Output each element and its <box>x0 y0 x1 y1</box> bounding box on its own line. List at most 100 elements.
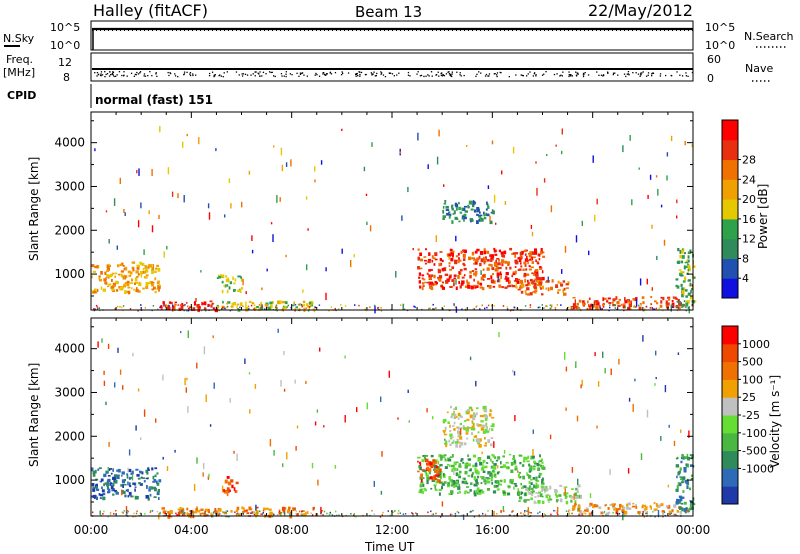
velocity-colorbar-tick-label: -25 <box>742 409 760 422</box>
velocity-cell <box>222 511 226 514</box>
power-cell <box>433 274 436 279</box>
velocity-cell <box>451 483 454 486</box>
velocity-cell <box>156 510 159 513</box>
velocity-cell <box>535 492 539 494</box>
nave-dot <box>440 74 442 76</box>
nave-dot <box>365 73 367 76</box>
power-cell <box>684 265 688 268</box>
velocity-cell <box>280 514 282 516</box>
velocity-cell <box>517 488 520 492</box>
nave-dot <box>303 74 305 76</box>
power-cell <box>428 252 431 256</box>
power-cell <box>463 264 466 267</box>
nave-dot <box>526 75 528 77</box>
velocity-cell <box>124 479 126 482</box>
velocity-cell <box>555 500 558 503</box>
power-cell <box>679 250 682 254</box>
power-cell <box>678 269 682 271</box>
power-cell <box>152 305 155 307</box>
nave-dot <box>460 75 462 77</box>
power-cell <box>524 262 527 267</box>
nave-dot <box>104 76 106 78</box>
power-cell <box>442 308 444 310</box>
power-cell <box>475 258 479 262</box>
nave-dot <box>322 73 324 75</box>
nave-dot <box>189 74 192 77</box>
velocity-cell <box>442 484 445 486</box>
velocity-cell <box>353 514 355 516</box>
velocity-cell <box>531 491 534 494</box>
nave-dot <box>329 71 332 73</box>
power-cell <box>380 307 382 309</box>
power-cell <box>654 300 657 303</box>
power-cell <box>119 177 121 184</box>
velocity-cell <box>467 458 472 461</box>
velocity-cell <box>125 514 128 516</box>
velocity-cell <box>237 512 239 515</box>
velocity-cell <box>127 468 132 473</box>
velocity-cell <box>685 463 688 467</box>
velocity-cell <box>663 511 666 513</box>
velocity-cell <box>283 511 286 514</box>
power-cell <box>671 304 674 307</box>
power-cell <box>403 308 406 311</box>
power-cell <box>468 200 473 205</box>
power-cell <box>428 274 431 278</box>
velocity-cell <box>606 512 609 516</box>
power-cell <box>494 263 498 267</box>
velocity-cell <box>430 510 432 513</box>
power-cell <box>198 306 201 308</box>
velocity-cell <box>662 512 665 515</box>
nave-dot <box>259 71 261 73</box>
power-cell <box>145 282 149 286</box>
velocity-cell <box>465 432 469 435</box>
velocity-cell <box>108 468 112 470</box>
velocity-cell <box>115 492 119 495</box>
nave-dot <box>600 74 603 76</box>
power-cell <box>350 260 352 268</box>
velocity-cell <box>422 469 426 472</box>
power-cell <box>506 285 509 288</box>
velocity-cell <box>488 427 491 431</box>
velocity-cell <box>397 512 399 515</box>
velocity-cell <box>98 493 101 496</box>
nave-dot <box>475 75 477 77</box>
nave-dot <box>115 75 117 77</box>
velocity-cell <box>437 474 440 477</box>
power-cell <box>576 305 579 310</box>
power-cell <box>158 288 160 292</box>
velocity-cell <box>645 512 647 515</box>
power-cell <box>566 287 569 289</box>
velocity-cell <box>689 507 692 511</box>
velocity-cell <box>564 495 568 498</box>
power-cell <box>650 296 653 299</box>
velocity-cell <box>231 479 233 483</box>
power-cell <box>261 287 263 291</box>
power-cell <box>115 281 119 285</box>
power-cell <box>318 304 321 306</box>
velocity-cell <box>139 470 142 473</box>
power-cell <box>504 260 508 264</box>
power-cell <box>687 255 690 259</box>
power-cell <box>221 307 224 309</box>
nave-dot <box>259 75 261 77</box>
velocity-cell <box>233 450 235 454</box>
nave-dot <box>358 71 360 73</box>
velocity-cell <box>122 484 124 488</box>
nave-dot <box>238 74 240 76</box>
velocity-cell <box>242 513 244 515</box>
velocity-cell <box>141 471 144 475</box>
velocity-cell <box>426 466 429 471</box>
power-cell <box>483 257 486 262</box>
nave-dot <box>635 72 637 74</box>
power-cell <box>539 281 543 285</box>
power-cell <box>301 305 303 308</box>
power-cell <box>95 304 98 307</box>
power-cell <box>454 216 458 220</box>
nave-dot <box>625 75 627 78</box>
velocity-cell <box>153 479 157 483</box>
velocity-cell <box>480 476 483 478</box>
velocity-cell <box>681 479 684 483</box>
nave-dot <box>143 75 145 77</box>
power-cell <box>158 284 161 287</box>
